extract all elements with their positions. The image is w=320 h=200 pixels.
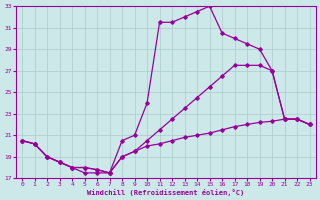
X-axis label: Windchill (Refroidissement éolien,°C): Windchill (Refroidissement éolien,°C) bbox=[87, 189, 244, 196]
